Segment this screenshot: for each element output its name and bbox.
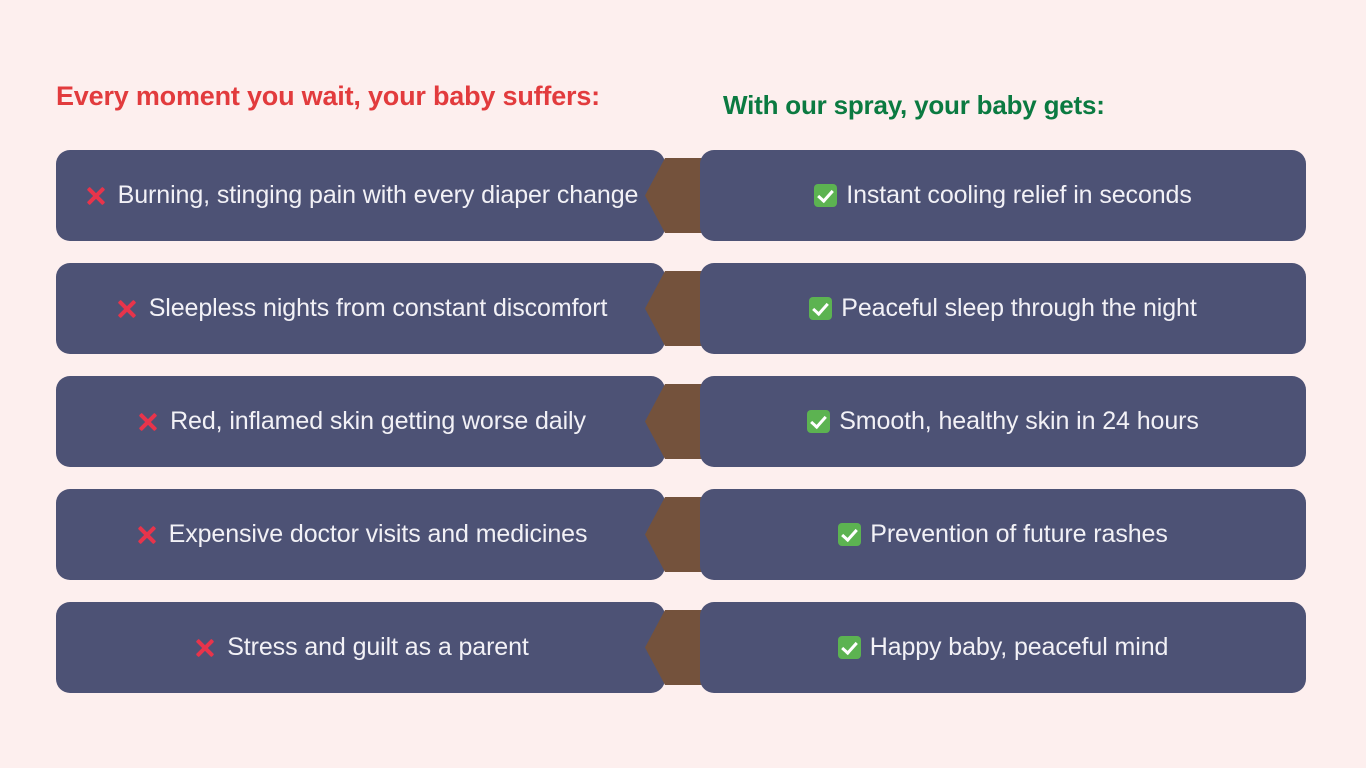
gain-card-label: Instant cooling relief in seconds bbox=[846, 181, 1192, 209]
pain-card-content: Red, inflamed skin getting worse daily bbox=[135, 407, 586, 436]
check-mark-icon bbox=[809, 297, 833, 320]
comparison-rows: Burning, stinging pain with every diaper… bbox=[0, 150, 1366, 715]
gain-card-label: Happy baby, peaceful mind bbox=[869, 633, 1169, 661]
pain-card-label: Sleepless nights from constant discomfor… bbox=[148, 294, 608, 322]
pain-card-content: Sleepless nights from constant discomfor… bbox=[114, 294, 608, 323]
gain-column-heading: With our spray, your baby gets: bbox=[723, 90, 1105, 120]
gain-card[interactable]: Happy baby, peaceful mind bbox=[700, 602, 1306, 693]
cross-mark-icon bbox=[83, 183, 109, 209]
check-mark-icon bbox=[838, 523, 862, 546]
cross-mark-icon bbox=[135, 409, 161, 435]
gain-card[interactable]: Prevention of future rashes bbox=[700, 489, 1306, 580]
gain-card-label: Prevention of future rashes bbox=[870, 520, 1168, 548]
comparison-row: Expensive doctor visits and medicines Pr… bbox=[0, 489, 1366, 580]
comparison-row: Sleepless nights from constant discomfor… bbox=[0, 263, 1366, 354]
gain-card-content: Peaceful sleep through the night bbox=[809, 294, 1197, 323]
pain-column-heading: Every moment you wait, your baby suffers… bbox=[56, 81, 600, 111]
pain-card-content: Burning, stinging pain with every diaper… bbox=[83, 181, 639, 210]
pain-card-label: Red, inflamed skin getting worse daily bbox=[170, 407, 586, 435]
gain-card[interactable]: Instant cooling relief in seconds bbox=[700, 150, 1306, 241]
pain-card-label: Expensive doctor visits and medicines bbox=[168, 520, 588, 548]
pain-card-label: Stress and guilt as a parent bbox=[227, 633, 529, 661]
comparison-row: Burning, stinging pain with every diaper… bbox=[0, 150, 1366, 241]
pain-card[interactable]: Expensive doctor visits and medicines bbox=[56, 489, 665, 580]
check-mark-icon bbox=[814, 184, 838, 207]
gain-card-content: Prevention of future rashes bbox=[838, 520, 1168, 549]
gain-card-content: Instant cooling relief in seconds bbox=[814, 181, 1192, 210]
pain-card[interactable]: Red, inflamed skin getting worse daily bbox=[56, 376, 665, 467]
check-mark-icon bbox=[837, 636, 861, 659]
cross-mark-icon bbox=[114, 296, 140, 322]
pain-card[interactable]: Burning, stinging pain with every diaper… bbox=[56, 150, 665, 241]
comparison-row: Stress and guilt as a parent Happy baby,… bbox=[0, 602, 1366, 693]
cross-mark-icon bbox=[192, 635, 218, 661]
check-mark-icon bbox=[807, 410, 831, 433]
comparison-row: Red, inflamed skin getting worse daily S… bbox=[0, 376, 1366, 467]
gain-card[interactable]: Peaceful sleep through the night bbox=[700, 263, 1306, 354]
gain-card[interactable]: Smooth, healthy skin in 24 hours bbox=[700, 376, 1306, 467]
gain-card-content: Smooth, healthy skin in 24 hours bbox=[807, 407, 1199, 436]
gain-card-label: Smooth, healthy skin in 24 hours bbox=[839, 407, 1199, 435]
gain-card-content: Happy baby, peaceful mind bbox=[837, 633, 1169, 662]
pain-card-content: Stress and guilt as a parent bbox=[192, 633, 529, 662]
cross-mark-icon bbox=[134, 522, 160, 548]
pain-card[interactable]: Stress and guilt as a parent bbox=[56, 602, 665, 693]
pain-card[interactable]: Sleepless nights from constant discomfor… bbox=[56, 263, 665, 354]
gain-card-label: Peaceful sleep through the night bbox=[841, 294, 1197, 322]
pain-card-label: Burning, stinging pain with every diaper… bbox=[117, 181, 639, 209]
pain-card-content: Expensive doctor visits and medicines bbox=[134, 520, 588, 549]
